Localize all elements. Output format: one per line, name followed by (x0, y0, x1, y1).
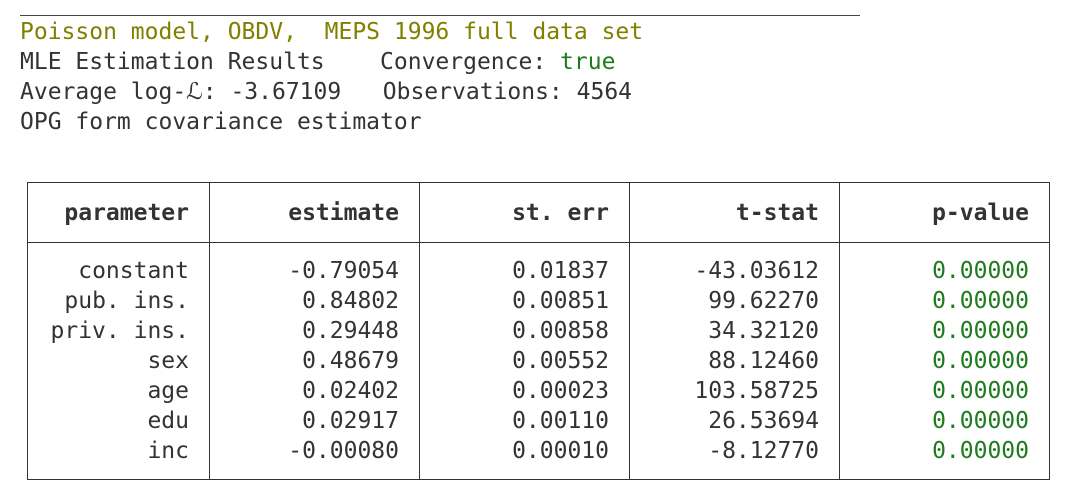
estimate-cell: 0.02917 (209, 406, 420, 436)
convergence-value: true (560, 49, 616, 75)
t-stat-cell: 103.58725 (629, 376, 840, 406)
parameter-cell: sex (27, 346, 210, 376)
avg-loglik-label: Average log-ℒ: (20, 79, 231, 105)
parameter-cell: constant (27, 242, 210, 286)
column-header-parameter: parameter (27, 182, 210, 243)
table-row: inc -0.00080 0.00010 -8.12770 0.00000 (27, 436, 1050, 480)
st-err-cell: 0.00110 (419, 406, 630, 436)
p-value-cell: 0.00000 (839, 406, 1050, 436)
avg-loglik-value: -3.67109 (230, 79, 342, 105)
t-stat-cell: 34.32120 (629, 316, 840, 346)
table-row: age 0.02402 0.00023 103.58725 0.00000 (27, 376, 1050, 406)
table-row: pub. ins. 0.84802 0.00851 99.62270 0.000… (27, 286, 1050, 316)
parameter-cell: age (27, 376, 210, 406)
t-stat-cell: 88.12460 (629, 346, 840, 376)
p-value-cell: 0.00000 (839, 346, 1050, 376)
p-value-cell: 0.00000 (839, 376, 1050, 406)
estimate-cell: 0.48679 (209, 346, 420, 376)
estimate-cell: -0.00080 (209, 436, 420, 480)
t-stat-cell: -8.12770 (629, 436, 840, 480)
column-header-st-err: st. err (419, 182, 630, 243)
st-err-cell: 0.00023 (419, 376, 630, 406)
parameter-cell: pub. ins. (27, 286, 210, 316)
top-rule (20, 15, 860, 16)
table-row: priv. ins. 0.29448 0.00858 34.32120 0.00… (27, 316, 1050, 346)
convergence-label: Convergence: (380, 49, 561, 75)
st-err-cell: 0.01837 (419, 242, 630, 286)
estimation-label: MLE Estimation Results (20, 49, 325, 75)
t-stat-cell: 26.53694 (629, 406, 840, 436)
estimate-cell: 0.02402 (209, 376, 420, 406)
table-row: edu 0.02917 0.00110 26.53694 0.00000 (27, 406, 1050, 436)
parameter-cell: inc (27, 436, 210, 480)
column-header-p-value: p-value (839, 182, 1050, 243)
st-err-cell: 0.00858 (419, 316, 630, 346)
parameter-cell: priv. ins. (27, 316, 210, 346)
table-row: sex 0.48679 0.00552 88.12460 0.00000 (27, 346, 1050, 376)
parameter-cell: edu (27, 406, 210, 436)
st-err-cell: 0.00010 (419, 436, 630, 480)
estimate-cell: 0.84802 (209, 286, 420, 316)
st-err-cell: 0.00552 (419, 346, 630, 376)
observations-label: Observations: (382, 79, 577, 105)
observations-value: 4564 (576, 79, 633, 105)
covariance-line: OPG form covariance estimator (20, 109, 422, 135)
t-stat-cell: -43.03612 (629, 242, 840, 286)
table-header-row: parameter estimate st. err t-stat p-valu… (27, 182, 1050, 243)
p-value-cell: 0.00000 (839, 436, 1050, 480)
estimation-line: MLE Estimation Results Convergence: true (20, 47, 615, 77)
p-value-cell: 0.00000 (839, 286, 1050, 316)
p-value-cell: 0.00000 (839, 316, 1050, 346)
output-title: Poisson model, OBDV, MEPS 1996 full data… (20, 19, 644, 45)
estimate-cell: -0.79054 (209, 242, 420, 286)
p-value-cell: 0.00000 (839, 242, 1050, 286)
table-row: constant -0.79054 0.01837 -43.03612 0.00… (27, 242, 1050, 286)
loglik-line: Average log-ℒ: -3.67109 Observations: 45… (20, 77, 632, 107)
t-stat-cell: 99.62270 (629, 286, 840, 316)
results-table: parameter estimate st. err t-stat p-valu… (27, 182, 1050, 480)
column-header-estimate: estimate (209, 182, 420, 243)
column-header-t-stat: t-stat (629, 182, 840, 243)
estimate-cell: 0.29448 (209, 316, 420, 346)
st-err-cell: 0.00851 (419, 286, 630, 316)
